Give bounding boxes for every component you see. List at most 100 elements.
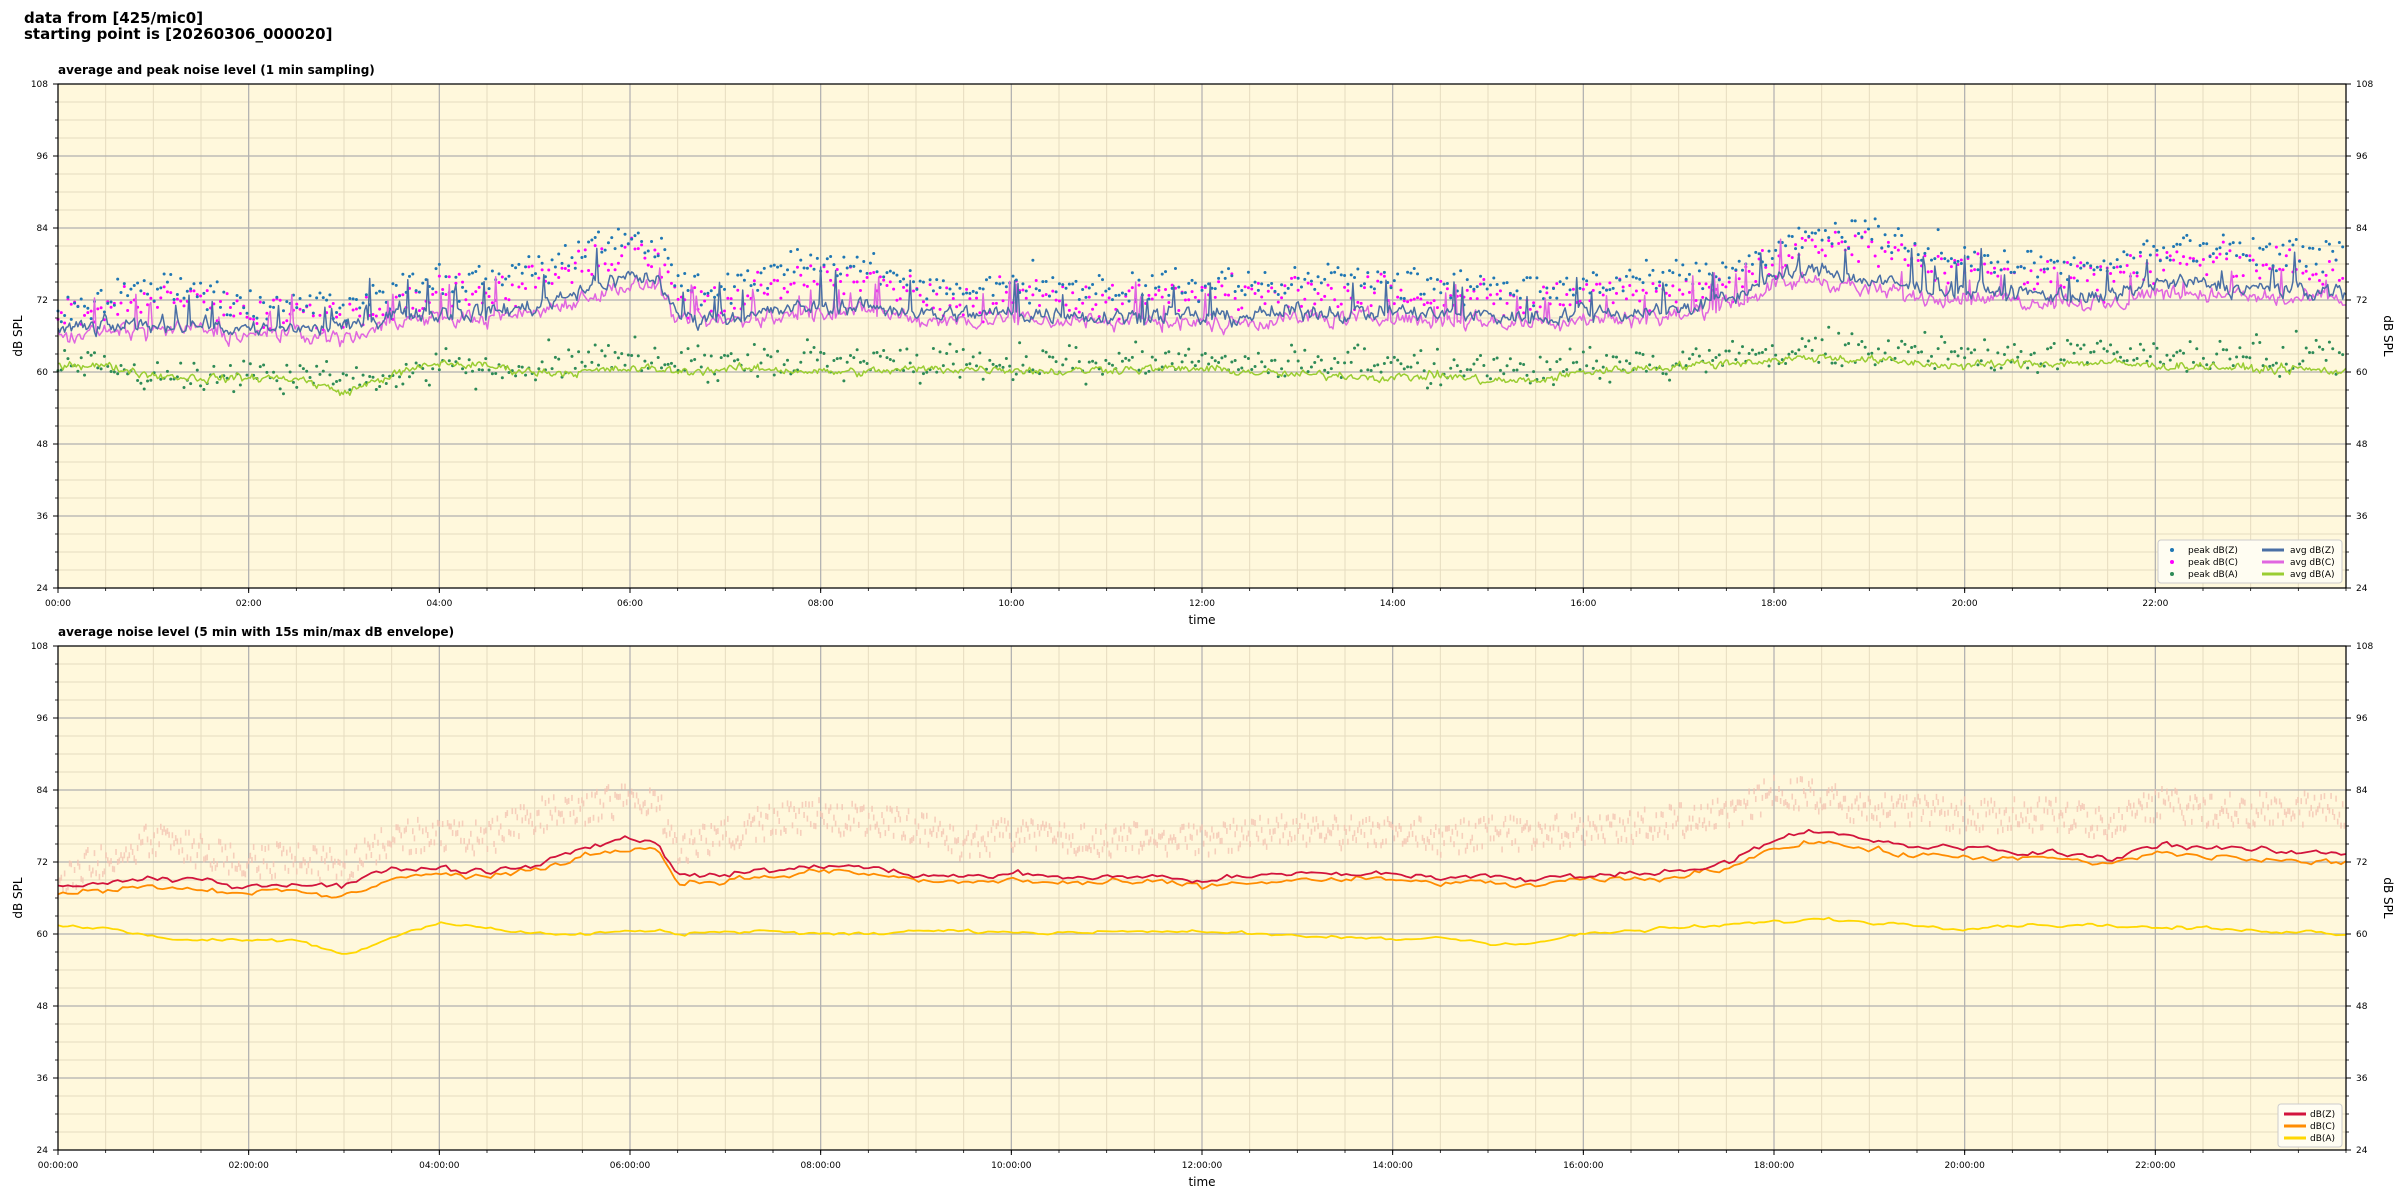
data-point — [2278, 252, 2282, 256]
data-point — [1343, 361, 1347, 365]
data-point — [102, 310, 106, 314]
data-point — [69, 317, 73, 321]
data-point — [1319, 358, 1323, 362]
data-point — [1150, 297, 1154, 301]
y-tick-label-right: 24 — [2356, 584, 2368, 594]
data-point — [1170, 283, 1174, 287]
data-point — [1571, 293, 1575, 297]
data-point — [2281, 345, 2285, 349]
data-point — [351, 308, 355, 312]
data-point — [2099, 265, 2103, 269]
data-point — [76, 369, 80, 373]
data-point — [882, 349, 886, 353]
data-point — [129, 300, 133, 304]
data-point — [1362, 286, 1366, 290]
data-point — [1359, 301, 1363, 305]
data-point — [2075, 343, 2079, 347]
data-point — [809, 264, 813, 268]
data-point — [1445, 287, 1449, 291]
data-point — [1999, 366, 2003, 370]
data-point — [1233, 296, 1237, 300]
data-point — [892, 287, 896, 291]
data-point — [1094, 292, 1098, 296]
data-point — [378, 289, 382, 293]
data-point — [862, 279, 866, 283]
data-point — [550, 258, 554, 262]
x-tick-label: 08:00:00 — [800, 1161, 841, 1171]
data-point — [2324, 240, 2328, 244]
data-point — [1896, 346, 1900, 350]
data-point — [1167, 293, 1171, 297]
data-point — [636, 354, 640, 358]
data-point — [1276, 375, 1280, 379]
data-point — [1873, 217, 1877, 221]
data-point — [1681, 292, 1685, 296]
data-point — [1236, 368, 1240, 372]
data-point — [474, 269, 478, 273]
data-point — [1983, 262, 1987, 266]
data-point — [1439, 291, 1443, 295]
data-point — [1270, 359, 1274, 363]
data-point — [1067, 344, 1071, 348]
data-point — [1800, 236, 1804, 240]
data-point — [530, 264, 534, 268]
x-tick-label: 14:00 — [1380, 599, 1406, 609]
data-point — [1316, 355, 1320, 359]
data-point — [1969, 351, 1973, 355]
data-point — [1551, 287, 1555, 291]
data-point — [723, 287, 727, 291]
data-point — [1147, 293, 1151, 297]
data-point — [1353, 275, 1357, 279]
data-point — [59, 320, 63, 324]
data-point — [2215, 352, 2219, 356]
data-point — [1740, 268, 1744, 272]
data-point — [165, 290, 169, 294]
data-point — [590, 272, 594, 276]
data-point — [1684, 277, 1688, 281]
data-point — [308, 375, 312, 379]
data-point — [1893, 356, 1897, 360]
data-point — [494, 372, 498, 376]
data-point — [2112, 279, 2116, 283]
y-tick-label-right: 36 — [2356, 512, 2368, 522]
data-point — [1024, 289, 1028, 293]
data-point — [958, 286, 962, 290]
data-point — [1591, 288, 1595, 292]
data-point — [653, 248, 657, 252]
data-point — [2341, 353, 2345, 357]
data-point — [981, 377, 985, 381]
data-point — [520, 365, 524, 369]
data-point — [139, 289, 143, 293]
data-point — [978, 351, 982, 355]
data-point — [2238, 255, 2242, 259]
data-point — [298, 296, 302, 300]
data-point — [2115, 265, 2119, 269]
data-point — [2042, 270, 2046, 274]
data-point — [693, 286, 697, 290]
data-point — [998, 275, 1002, 279]
data-point — [507, 298, 511, 302]
x-ticks: 00:00:00 02:00:00 04:00:00 06:00:00 08:00:00… — [38, 1150, 2347, 1171]
data-point — [1820, 238, 1824, 242]
series-peak-db-a- — [56, 325, 2345, 396]
data-point — [1598, 282, 1602, 286]
data-point — [1651, 354, 1655, 358]
data-point — [1399, 296, 1403, 300]
data-point — [845, 266, 849, 270]
data-point — [2311, 351, 2315, 355]
data-point — [1087, 286, 1091, 290]
data-point — [2175, 242, 2179, 246]
data-point — [517, 365, 521, 369]
data-point — [2225, 252, 2229, 256]
data-point — [2052, 341, 2056, 345]
data-point — [699, 365, 703, 369]
data-point — [2308, 351, 2312, 355]
data-point — [719, 356, 723, 360]
data-point — [1419, 292, 1423, 296]
data-point — [2245, 254, 2249, 258]
data-point — [1930, 354, 1934, 358]
data-point — [99, 367, 103, 371]
y-tick-label-right: 24 — [2356, 1146, 2368, 1156]
data-point — [2099, 339, 2103, 343]
data-point — [570, 256, 574, 260]
